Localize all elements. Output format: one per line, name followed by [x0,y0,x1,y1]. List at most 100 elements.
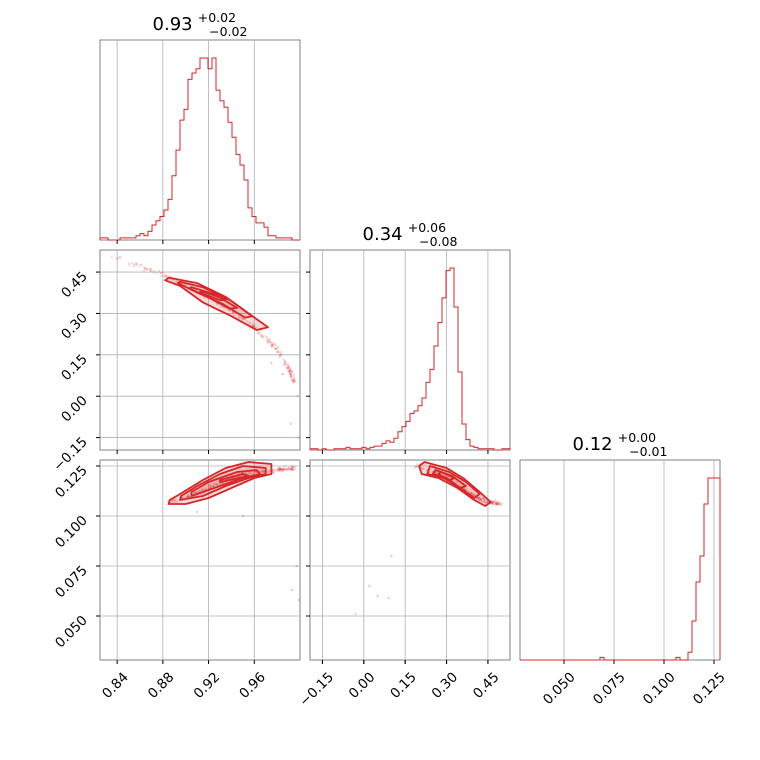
scatter-point [139,263,142,267]
scatter-point [272,471,275,474]
scatter-point [278,467,282,470]
scatter-point [175,498,178,501]
panel-frame [519,459,721,661]
scatter-point [281,373,284,376]
scatter-point [153,270,156,273]
scatter-point [494,498,497,502]
scatter-point [271,343,275,346]
scatter-point [204,487,207,490]
scatter-point [237,316,240,319]
scatter-point [479,494,482,498]
scatter-point [272,343,276,347]
scatter-point [279,468,282,471]
scatter-point [287,366,290,369]
scatter-point [292,378,296,381]
scatter-point [288,369,292,372]
scatter-point [187,493,190,496]
scatter-point [278,466,281,469]
scatter-point [290,588,294,592]
scatter-point [288,467,291,470]
scatter-point [143,266,146,269]
histogram-param-1 [309,267,511,451]
scatter-point [476,496,479,499]
scatter-point [267,471,270,474]
scatter-point [495,501,498,504]
x-tick-label: 0.88 [145,669,178,702]
scatter-point [475,497,478,501]
scatter-point [268,338,271,341]
x-tick-label: 0.00 [346,669,379,702]
scatter-point [497,501,500,504]
scatter-point [149,268,152,271]
scatter-point [491,502,495,505]
scatter-point [289,375,293,378]
x-tick-label: 0.050 [540,669,579,708]
scatter-point [289,422,292,425]
scatter-point [287,365,290,368]
scatter-point [292,381,295,384]
panel-grid [322,250,489,450]
panel-frame [309,249,511,451]
scatter-points [110,255,300,439]
scatter-point [465,487,469,490]
scatter-point [145,267,148,270]
scatter-point [149,267,152,270]
y-tick-label: 0.00 [58,393,91,426]
scatter-point [115,257,119,260]
scatter-point [248,472,251,475]
scatter-point [216,483,219,486]
scatter-point [159,272,163,275]
scatter-point [290,374,293,378]
scatter-point [272,468,276,471]
scatter-point [290,468,293,471]
scatter-point [273,342,276,345]
scatter-point [291,466,295,469]
scatter-point [290,468,293,471]
scatter-point [292,380,296,384]
scatter-point [247,471,250,475]
scatter-point [278,353,281,357]
y-tick-label: 0.100 [52,513,91,552]
scatter-point [281,468,284,471]
x-tick-label: 0.45 [470,669,503,702]
scatter-point [186,494,189,497]
scatter-point [261,468,264,472]
scatter-point [232,314,235,317]
title-err-plus: +0.06 [408,220,446,235]
scatter-point [149,270,152,273]
density-contours [167,461,273,505]
scatter-point [499,503,502,506]
scatter-point [270,362,273,365]
scatter-point [477,498,480,501]
scatter-point [495,503,498,506]
scatter-point [290,466,294,469]
scatter-point [276,350,280,353]
scatter-point [170,278,173,281]
scatter-point [368,584,371,588]
scatter-point [172,498,175,502]
scatter-point [262,469,265,472]
scatter-point [168,275,171,278]
scatter-point [494,501,497,504]
scatter-point [276,345,279,349]
scatter-point [186,495,189,498]
scatter-point [292,468,295,472]
histogram-param-2 [520,477,721,661]
scatter-point [470,492,473,496]
scatter-point [164,274,167,277]
scatter-point [164,274,168,277]
scatter-point [291,377,294,380]
scatter-point [201,488,204,492]
panel-grid [100,460,300,660]
scatter-point [496,503,500,506]
scatter-point [252,324,255,328]
scatter-point [269,341,272,344]
scatter-point [290,373,293,377]
scatter-point [477,496,480,499]
scatter-point [219,305,223,309]
scatter-point [428,471,431,474]
scatter-point [159,271,162,274]
scatter-point [249,471,252,474]
scatter-point [155,271,158,274]
scatter-point [267,338,271,341]
